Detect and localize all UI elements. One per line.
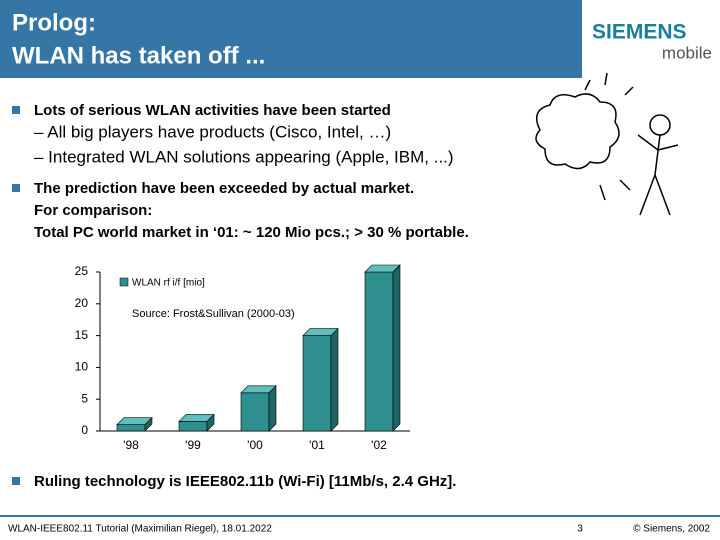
footer-left: WLAN-IEEE802.11 Tutorial (Maximilian Rie… — [8, 524, 272, 535]
bar — [302, 335, 332, 432]
bar — [364, 271, 394, 432]
y-tick-label: 10 — [75, 360, 89, 374]
y-tick-label: 5 — [81, 391, 88, 405]
bullet-text: The prediction have been exceeded by act… — [34, 180, 414, 197]
legend-swatch — [119, 277, 129, 287]
bullet-marker — [12, 106, 20, 114]
legend-label: WLAN rf i/f [mio] — [132, 278, 205, 289]
bar-side — [144, 416, 153, 432]
annotation: Source: Frost&Sullivan (2000-03) — [132, 308, 295, 320]
bar — [178, 421, 208, 432]
y-tick-label: 0 — [81, 423, 88, 437]
bar — [116, 424, 146, 432]
bullet-text: Ruling technology is IEEE802.11b (Wi-Fi)… — [34, 473, 456, 490]
bullet-marker — [12, 477, 20, 485]
x-tick-label: '00 — [247, 438, 263, 452]
y-tick-label: 15 — [75, 328, 89, 342]
header-band — [0, 0, 582, 78]
bar-side — [206, 413, 215, 432]
y-tick-label: 25 — [75, 264, 89, 278]
bar-side — [392, 264, 401, 432]
bar-side — [330, 327, 339, 432]
bar-side — [268, 385, 277, 432]
cartoon — [535, 72, 679, 216]
sub-bullet: – All big players have products (Cisco, … — [34, 122, 391, 141]
bullet-text: For comparison: — [34, 202, 152, 219]
x-tick-label: '02 — [371, 438, 387, 452]
bullet-marker — [12, 184, 20, 192]
bullet-text: Total PC world market in ‘01: ~ 120 Mio … — [34, 224, 469, 241]
title-line: Prolog: — [12, 9, 96, 36]
x-tick-label: '98 — [123, 438, 139, 452]
logo-sub: mobile — [662, 43, 712, 62]
chart: 0 5 10 15 20 25 '98 '99 '00 '01 '02 WLAN rf i/f [mi… — [75, 264, 410, 452]
footer-right: © Siemens, 2002 — [633, 524, 710, 535]
y-tick-label: 20 — [75, 296, 89, 310]
bar — [240, 392, 270, 432]
logo: SIEMENS — [592, 21, 687, 44]
sub-bullet: – Integrated WLAN solutions appearing (A… — [34, 147, 454, 166]
x-tick-label: '01 — [309, 438, 325, 452]
bullet-text: Lots of serious WLAN activities have bee… — [34, 102, 391, 119]
x-tick-label: '99 — [185, 438, 201, 452]
title-line: WLAN has taken off ... — [12, 42, 265, 69]
footer-page: 3 — [577, 524, 583, 535]
